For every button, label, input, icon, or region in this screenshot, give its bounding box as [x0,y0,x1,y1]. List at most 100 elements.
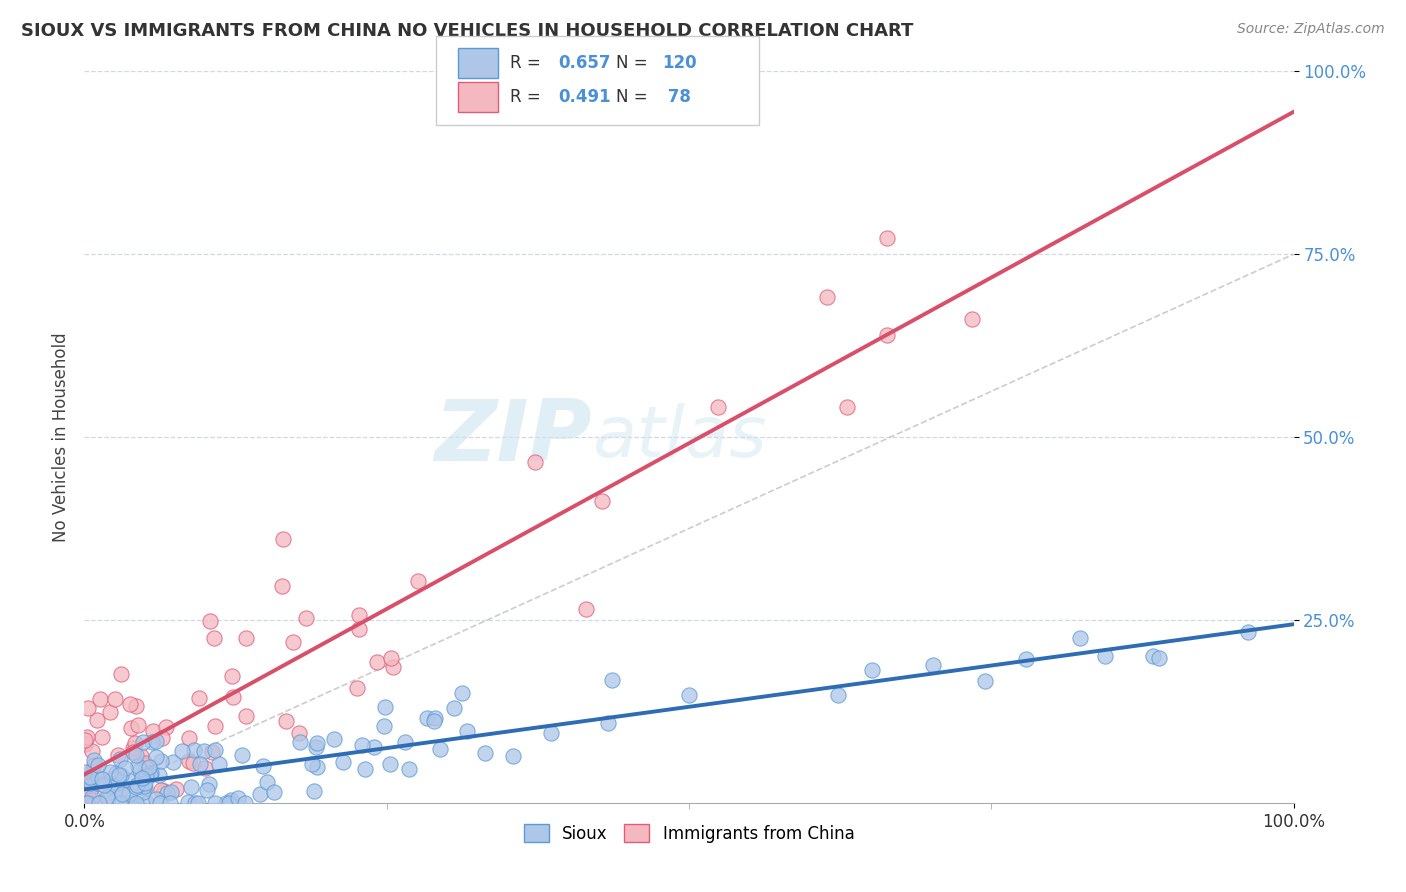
Point [373,719,395,733]
Point [159,796,181,810]
Point [125,747,148,762]
Point [77,796,100,810]
Point [201,745,224,759]
Point [79,770,101,784]
Point [249,787,271,801]
Point [235,709,257,723]
Point [73,732,96,747]
Point [218,796,240,810]
Text: N =: N = [616,54,652,72]
Point [136,796,159,810]
Point [141,734,163,748]
Point [198,614,221,628]
Point [77,701,100,715]
Point [222,690,245,705]
Point [263,785,285,799]
Point [108,752,131,766]
Point [107,747,129,762]
Point [276,714,298,729]
Point [591,494,613,508]
Point [104,783,127,797]
Point [127,778,149,792]
Point [120,697,142,711]
Point [142,723,165,738]
Point [226,790,249,805]
Point [221,669,243,683]
Point [380,651,402,665]
Point [76,730,98,744]
Point [575,601,598,615]
Point [145,750,167,764]
Text: atlas: atlas [592,402,766,472]
Point [118,787,141,801]
Point [83,758,105,772]
Point [678,688,700,702]
Point [131,771,153,785]
Point [195,783,218,797]
Point [129,763,152,777]
Point [76,796,98,810]
Point [138,760,160,774]
Point [600,673,623,687]
Point [378,756,401,771]
Point [89,692,111,706]
Point [104,766,127,780]
Point [177,731,200,746]
Point [118,796,141,810]
Point [125,780,148,795]
Point [135,769,157,783]
Point [451,685,474,699]
Point [98,705,121,719]
Point [922,657,945,672]
Point [121,740,143,755]
Point [394,735,416,749]
Point [162,756,184,770]
Point [82,793,104,807]
Point [1142,648,1164,663]
Point [177,795,200,809]
Point [288,735,311,749]
Point [363,739,385,754]
Point [960,311,983,326]
Point [108,796,131,810]
Point [134,780,156,795]
Text: SIOUX VS IMMIGRANTS FROM CHINA NO VEHICLES IN HOUSEHOLD CORRELATION CHART: SIOUX VS IMMIGRANTS FROM CHINA NO VEHICL… [21,22,914,40]
Point [150,783,173,797]
Point [80,772,103,786]
Point [187,796,209,810]
Point [835,400,858,414]
Point [132,779,155,793]
Point [598,715,620,730]
Text: 120: 120 [662,54,697,72]
Point [184,796,207,810]
Point [108,782,131,797]
Point [150,731,173,745]
Point [271,532,294,546]
Text: R =: R = [510,88,547,106]
Point [107,771,129,785]
Point [86,796,108,810]
Point [86,713,108,727]
Point [160,785,183,799]
Point [76,796,98,810]
Point [354,762,377,776]
Point [204,742,226,756]
Point [125,796,148,810]
Point [80,765,103,780]
Point [283,634,305,648]
Point [215,796,238,810]
Point [120,796,142,810]
Point [105,776,128,790]
Point [207,757,229,772]
Point [540,725,562,739]
Point [860,664,883,678]
Point [177,754,200,768]
Point [1014,652,1036,666]
Point [90,730,112,744]
Point [73,738,96,752]
Point [305,759,328,773]
Point [110,768,132,782]
Point [233,796,256,810]
Point [152,784,174,798]
Point [80,780,103,795]
